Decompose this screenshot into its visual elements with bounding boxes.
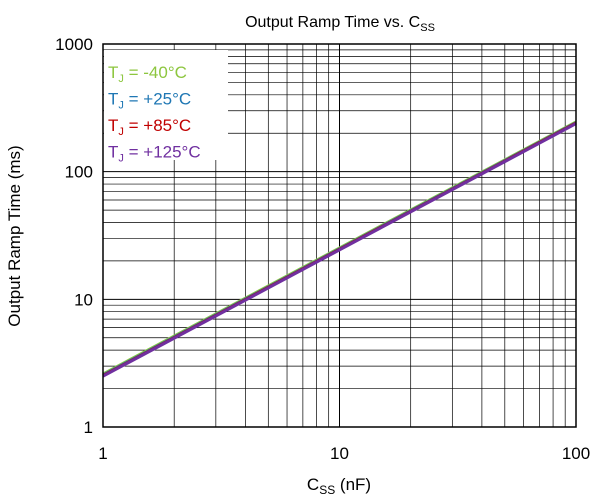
series-line-4 <box>102 122 577 378</box>
x-tick-label: 100 <box>562 444 590 463</box>
y-tick-labels: 1 10 100 1000 <box>55 35 93 437</box>
y-axis-label: Output Ramp Time (ms) <box>5 145 24 326</box>
series-layer <box>102 120 577 378</box>
y-tick-label: 10 <box>74 290 93 309</box>
x-tick-label: 10 <box>330 444 349 463</box>
legend-entry-1: TJ = -40°C <box>108 63 187 85</box>
y-tick-label: 1 <box>84 418 93 437</box>
x-tick-labels: 1 10 100 <box>98 444 590 463</box>
legend: TJ = -40°C TJ = +25°C TJ = +85°C TJ = +125°… <box>104 50 228 165</box>
chart-title: Output Ramp Time vs. CSS <box>245 14 435 34</box>
legend-entry-2: TJ = +25°C <box>108 90 191 112</box>
x-tick-label: 1 <box>98 444 107 463</box>
plot-frame <box>102 43 577 428</box>
x-axis-label: CSS (nF) <box>307 475 371 497</box>
legend-entry-4: TJ = +125°C <box>108 143 201 165</box>
y-tick-label: 1000 <box>55 35 93 54</box>
y-tick-label: 100 <box>65 163 93 182</box>
legend-background <box>104 50 228 160</box>
legend-entry-3: TJ = +85°C <box>108 116 191 138</box>
